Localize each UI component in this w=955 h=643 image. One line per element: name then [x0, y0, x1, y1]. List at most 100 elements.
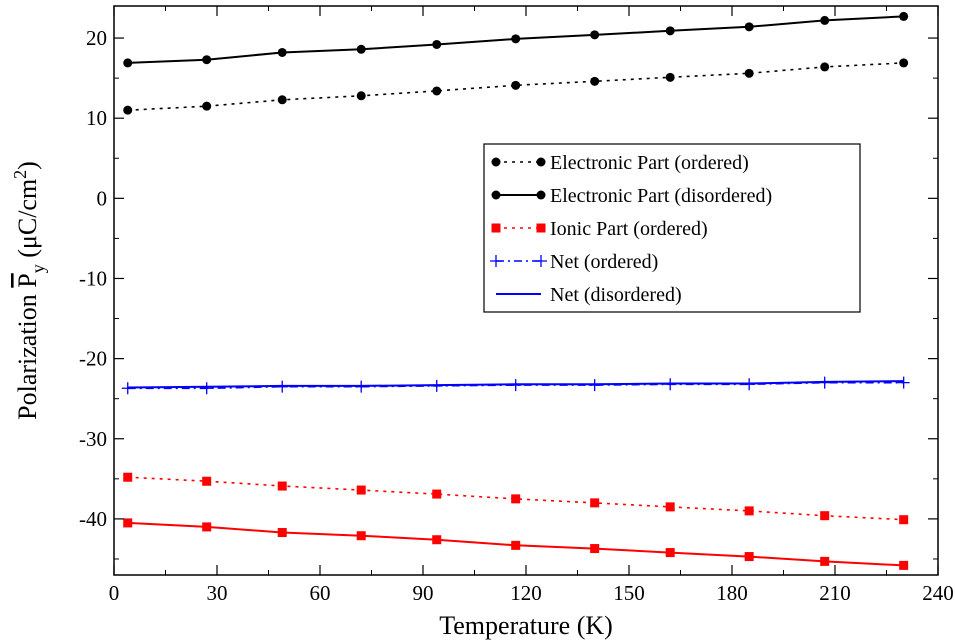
- x-tick-label: 0: [109, 581, 120, 605]
- legend-label: Electronic Part (disordered): [550, 185, 772, 207]
- data-point: [277, 47, 287, 57]
- x-tick-label: 240: [922, 581, 954, 605]
- legend-marker: [535, 255, 547, 267]
- data-point: [665, 72, 675, 82]
- y-label-unit-exponent: 2: [10, 170, 30, 179]
- legend-item: Net (ordered): [490, 251, 658, 273]
- legend-marker: [536, 157, 546, 167]
- y-label-prefix: Polarization: [13, 288, 42, 420]
- data-point: [432, 86, 442, 96]
- data-point: [123, 105, 133, 115]
- series-line: [127, 380, 904, 389]
- x-tick-label: 30: [207, 581, 228, 605]
- data-point: [590, 30, 600, 40]
- legend-item: Electronic Part (disordered): [491, 185, 772, 207]
- y-label-symbol: P: [13, 273, 42, 287]
- data-point: [899, 11, 909, 21]
- series-0: [123, 58, 909, 115]
- legend-marker: [491, 223, 501, 233]
- data-point: [590, 544, 600, 554]
- legend-box: [483, 143, 861, 313]
- legend-label: Net (disordered): [550, 284, 682, 306]
- legend: Electronic Part (ordered) Electronic Part…: [483, 143, 861, 313]
- data-point: [820, 62, 830, 72]
- series-5: [127, 380, 904, 389]
- data-point: [897, 376, 910, 389]
- x-axis-label: Temperature (K): [439, 611, 613, 640]
- data-point: [665, 502, 675, 512]
- data-point: [432, 535, 442, 545]
- series-3: [123, 518, 909, 570]
- legend-marker: [491, 157, 501, 167]
- y-label-subscript: y: [28, 264, 48, 273]
- data-point: [665, 26, 675, 36]
- legend-item: Ionic Part (ordered): [491, 218, 708, 240]
- data-point: [744, 22, 754, 32]
- series-layer: [121, 11, 910, 570]
- y-tick-label: -10: [79, 266, 107, 290]
- x-tick-label: 90: [413, 581, 434, 605]
- data-point: [277, 528, 287, 538]
- legend-label: Ionic Part (ordered): [550, 218, 708, 240]
- series-line: [127, 381, 904, 390]
- data-point: [511, 540, 521, 550]
- legend-marker: [490, 255, 502, 267]
- data-point: [123, 472, 133, 482]
- data-point: [356, 91, 366, 101]
- series-line: [127, 476, 904, 521]
- data-point: [277, 95, 287, 105]
- data-point: [356, 485, 366, 495]
- data-point: [202, 476, 212, 486]
- y-tick-label: 10: [86, 106, 107, 130]
- data-point: [200, 382, 213, 395]
- data-point: [202, 101, 212, 111]
- x-tick-label: 180: [716, 581, 748, 605]
- y-tick-label: 20: [86, 26, 107, 50]
- series-2: [123, 472, 909, 525]
- legend-label: Net (ordered): [550, 251, 658, 273]
- data-point: [202, 522, 212, 532]
- data-point: [899, 560, 909, 570]
- y-tick-label: -20: [79, 347, 107, 371]
- y-tick-label: -40: [79, 507, 107, 531]
- data-point: [665, 548, 675, 558]
- data-point: [511, 80, 521, 90]
- data-point: [820, 556, 830, 566]
- data-point: [820, 15, 830, 25]
- legend-item: Electronic Part (ordered): [491, 152, 749, 174]
- data-point: [820, 511, 830, 521]
- legend-marker: [536, 190, 546, 200]
- data-point: [432, 39, 442, 49]
- data-point: [744, 506, 754, 516]
- ticks-layer: 0 30 60 90 120 150 180 210 240 -40 -30 -20 -10 0 10 20: [79, 6, 954, 605]
- data-point: [590, 76, 600, 86]
- y-label-unit-close: ): [13, 161, 42, 170]
- data-point: [123, 58, 133, 68]
- data-point: [356, 44, 366, 54]
- data-point: [899, 58, 909, 68]
- data-point: [744, 68, 754, 78]
- data-point: [511, 34, 521, 44]
- data-point: [590, 498, 600, 508]
- legend-marker: [491, 190, 501, 200]
- data-point: [899, 515, 909, 525]
- y-tick-label: 0: [97, 186, 108, 210]
- data-point: [356, 531, 366, 541]
- series-1: [123, 11, 909, 68]
- data-point: [202, 55, 212, 65]
- data-point: [744, 552, 754, 562]
- legend-marker: [536, 223, 546, 233]
- legend-item: Net (disordered): [496, 284, 682, 306]
- x-tick-label: 120: [510, 581, 542, 605]
- data-point: [277, 481, 287, 491]
- y-tick-label: -30: [79, 427, 107, 451]
- data-point: [511, 494, 521, 504]
- x-tick-label: 150: [613, 581, 645, 605]
- y-axis-label: Polarization Py (μC/cm2): [10, 161, 48, 420]
- x-tick-label: 60: [310, 581, 331, 605]
- y-label-unit: (μC/cm: [13, 179, 42, 264]
- series-line: [127, 62, 904, 111]
- legend-label: Electronic Part (ordered): [550, 152, 749, 174]
- data-point: [432, 489, 442, 499]
